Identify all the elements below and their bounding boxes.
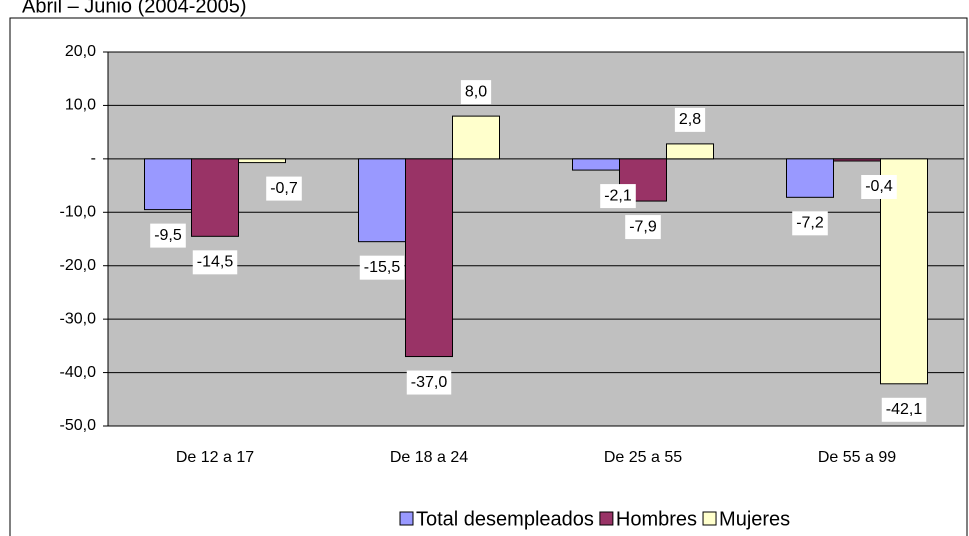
data-label-bg bbox=[192, 250, 238, 275]
data-label: -7,9 bbox=[629, 218, 657, 235]
data-label: 8,0 bbox=[465, 83, 487, 100]
bar bbox=[144, 158, 192, 211]
data-label: -0,7 bbox=[270, 180, 298, 197]
data-label: -15,5 bbox=[364, 259, 401, 276]
legend-label: Total desempleados bbox=[416, 508, 594, 530]
data-label-bg bbox=[674, 107, 706, 132]
x-tick-label: De 25 a 55 bbox=[604, 449, 682, 466]
data-label-bg bbox=[266, 176, 302, 201]
data-label-bg bbox=[625, 215, 661, 240]
legend-label: Mujeres bbox=[719, 508, 790, 530]
x-tick-label: De 55 a 99 bbox=[818, 449, 896, 466]
data-label: -0,4 bbox=[865, 178, 893, 195]
x-tick-label: De 18 a 24 bbox=[390, 449, 468, 466]
data-label-bg bbox=[406, 370, 452, 395]
data-label: 2,8 bbox=[679, 111, 701, 128]
bar bbox=[191, 158, 239, 237]
data-label-bg bbox=[881, 397, 927, 422]
bar bbox=[666, 143, 714, 160]
bar bbox=[358, 158, 406, 243]
bar bbox=[572, 158, 620, 171]
data-label-bg bbox=[861, 174, 897, 199]
y-tick-label: - bbox=[91, 150, 96, 167]
data-label: -14,5 bbox=[197, 254, 234, 271]
data-label-bg bbox=[792, 211, 828, 236]
bar bbox=[405, 158, 453, 358]
y-tick-label: -30,0 bbox=[60, 310, 97, 327]
x-tick-label: De 12 a 17 bbox=[176, 449, 254, 466]
y-tick-label: -50,0 bbox=[60, 417, 97, 434]
y-tick-label: -20,0 bbox=[60, 257, 97, 274]
data-label-bg bbox=[460, 80, 492, 105]
legend-swatch bbox=[599, 511, 614, 526]
legend-swatch bbox=[399, 511, 414, 526]
data-label-bg bbox=[150, 223, 186, 248]
legend-label: Hombres bbox=[616, 508, 697, 530]
legend-swatch bbox=[702, 511, 717, 526]
bar bbox=[452, 115, 500, 160]
data-label: -42,1 bbox=[886, 401, 923, 418]
plot-area bbox=[107, 51, 965, 427]
bar bbox=[833, 158, 881, 162]
chart-title: Abril – Junio (2004-2005) bbox=[22, 0, 247, 17]
data-label-bg bbox=[359, 255, 405, 280]
data-label: -9,5 bbox=[154, 227, 182, 244]
data-label-bg bbox=[600, 184, 636, 209]
y-tick-label: -40,0 bbox=[60, 364, 97, 381]
bar bbox=[786, 158, 834, 198]
data-label: -37,0 bbox=[411, 374, 448, 391]
data-label: -2,1 bbox=[604, 187, 632, 204]
y-tick-label: 10,0 bbox=[65, 97, 96, 114]
data-label: -7,2 bbox=[796, 215, 824, 232]
y-tick-label: -10,0 bbox=[60, 204, 97, 221]
bar bbox=[238, 158, 286, 164]
y-tick-label: 20,0 bbox=[65, 43, 96, 60]
